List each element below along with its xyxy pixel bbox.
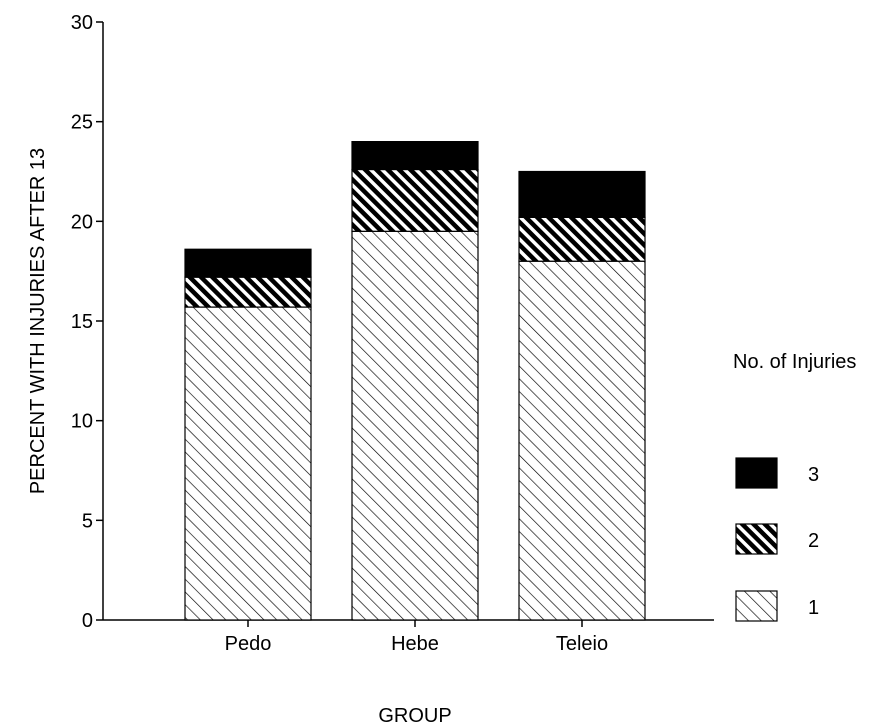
legend: No. of Injuries 3 2 1 xyxy=(733,351,856,622)
y-tick-label: 25 xyxy=(71,112,93,134)
bar-segment-3-injuries-hebe xyxy=(351,141,479,171)
bar-segment-2-injuries-teleio xyxy=(518,216,646,262)
bars xyxy=(184,141,646,621)
legend-swatch-2 xyxy=(735,523,778,555)
y-tick-label: 0 xyxy=(82,610,93,632)
bar-segment-2-injuries-pedo xyxy=(184,276,312,308)
x-category-label: Pedo xyxy=(225,633,272,655)
bar-segment-1-injuries-teleio xyxy=(518,260,646,621)
bar-segment-3-injuries-teleio xyxy=(518,170,646,218)
y-axis-title: PERCENT WITH INJURIES AFTER 13 xyxy=(27,148,49,494)
legend-swatch-1 xyxy=(735,590,778,622)
legend-label-3: 3 xyxy=(808,464,819,486)
y-tick-label: 5 xyxy=(82,510,93,532)
legend-label-1: 1 xyxy=(808,597,819,619)
bar-segment-1-injuries-pedo xyxy=(184,306,312,621)
x-category-label: Teleio xyxy=(556,633,608,655)
x-category-labels: Pedo Hebe Teleio xyxy=(225,620,608,655)
plot-area: 0 5 10 15 20 25 30 Pedo Hebe Teleio xyxy=(71,12,714,655)
legend-swatch-3 xyxy=(735,457,778,489)
y-tick-label: 15 xyxy=(71,311,93,333)
x-category-label: Hebe xyxy=(391,633,439,655)
y-tick-label: 20 xyxy=(71,211,93,233)
bar-segment-3-injuries-pedo xyxy=(184,248,312,278)
legend-items: 3 2 1 xyxy=(735,457,819,622)
y-tick-label: 10 xyxy=(71,411,93,433)
legend-label-2: 2 xyxy=(808,530,819,552)
bar-segment-1-injuries-hebe xyxy=(351,230,479,621)
y-tick-label: 30 xyxy=(71,12,93,34)
y-ticks: 0 5 10 15 20 25 30 xyxy=(71,12,103,632)
x-axis-title: GROUP xyxy=(378,705,451,727)
bar-segment-2-injuries-hebe xyxy=(351,168,479,232)
legend-title: No. of Injuries xyxy=(733,351,856,373)
